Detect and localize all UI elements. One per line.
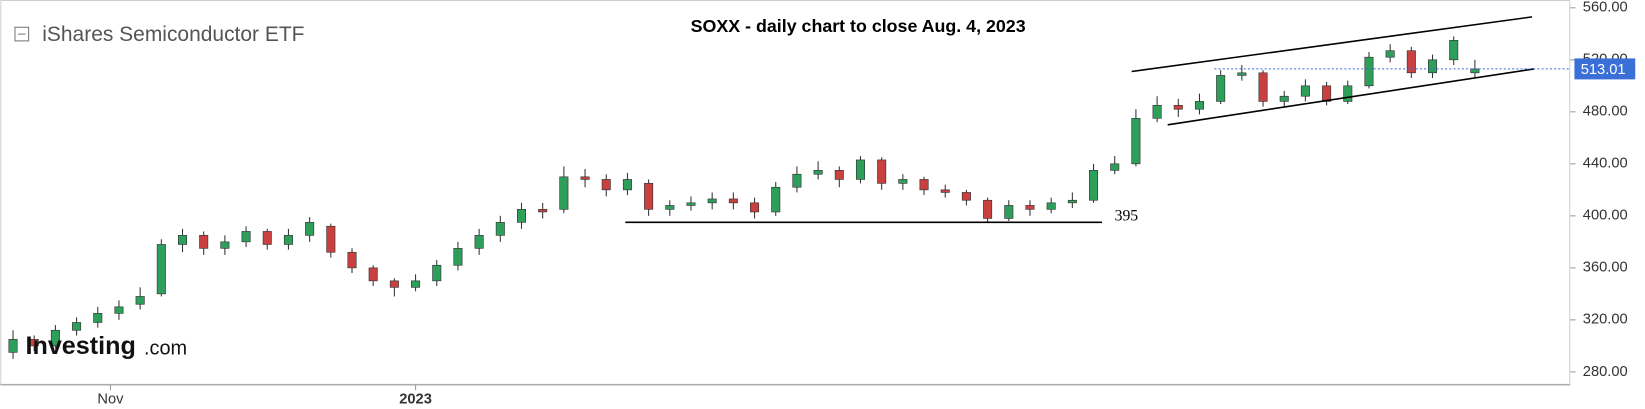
candle-body: [1258, 72, 1268, 102]
candle-body: [665, 205, 675, 210]
y-tick-label: 360.00: [1583, 260, 1628, 276]
candle-body: [940, 189, 950, 193]
candle-body: [72, 322, 82, 331]
candle-body: [305, 222, 315, 236]
candle-body: [686, 202, 696, 206]
candle-body: [1067, 199, 1077, 204]
candle-body: [707, 198, 717, 204]
candle-body: [961, 192, 971, 201]
candle-body: [601, 179, 611, 191]
logo: Investing: [25, 332, 135, 360]
channel-line: [1131, 16, 1533, 73]
candle-body: [813, 170, 823, 175]
candle-body: [474, 235, 484, 249]
candle-body: [1110, 163, 1120, 171]
support-label: 395: [1115, 208, 1139, 225]
candle-body: [1428, 59, 1438, 74]
candle-body: [178, 235, 188, 245]
candle-body: [326, 225, 336, 253]
candle-body: [1004, 205, 1014, 219]
candle-body: [1237, 72, 1247, 76]
candle-body: [262, 231, 272, 245]
chart-title: SOXX - daily chart to close Aug. 4, 2023: [691, 16, 1026, 36]
candle-body: [199, 235, 209, 249]
candle-body: [1194, 101, 1204, 110]
candle-body: [241, 231, 251, 243]
candle-body: [1470, 68, 1480, 74]
candle-body: [389, 280, 399, 288]
candle-body: [156, 244, 166, 295]
x-tick-label: Nov: [97, 391, 124, 407]
candle-body: [29, 339, 39, 347]
candle-body: [8, 339, 18, 353]
candle-body: [368, 267, 378, 282]
candle-body: [1025, 205, 1035, 210]
candle-body: [983, 199, 993, 219]
candle-body: [855, 159, 865, 180]
candle-body: [1322, 85, 1332, 102]
candle-body: [93, 313, 103, 323]
y-tick-label: 560.00: [1583, 0, 1628, 16]
x-tick-label: 2023: [399, 391, 432, 407]
candle-body: [559, 176, 569, 210]
candle-body: [877, 159, 887, 184]
logo-suffix: .com: [144, 337, 187, 359]
annotations: 395 513.01: [625, 16, 1636, 225]
candle-body: [1406, 50, 1416, 74]
candle-body: [135, 296, 145, 305]
candle-body: [728, 198, 738, 204]
candle-body: [1089, 170, 1099, 201]
candle-body: [1046, 202, 1056, 210]
y-tick-label: 280.00: [1583, 364, 1628, 380]
candle-body: [432, 264, 442, 282]
last-price-box: [1574, 58, 1636, 80]
channel-line: [1167, 68, 1535, 126]
candle-body: [898, 179, 908, 184]
candle-body: [411, 280, 421, 288]
candle-body: [1279, 95, 1289, 102]
candle-body: [1131, 118, 1141, 165]
chart-subtitle: iShares Semiconductor ETF: [42, 23, 304, 46]
candle-body: [347, 251, 357, 269]
candle-body: [1300, 85, 1310, 97]
candle-body: [1385, 50, 1395, 58]
candle-body: [1216, 75, 1226, 102]
candle-body: [516, 209, 527, 223]
candle-body: [1173, 105, 1183, 110]
y-tick-label: 320.00: [1583, 312, 1628, 328]
y-tick-label: 400.00: [1583, 208, 1628, 224]
candle-body: [771, 186, 781, 213]
candle-body: [1364, 56, 1374, 87]
candle-body: [834, 170, 844, 180]
collapse-icon[interactable]: [14, 26, 30, 42]
candle-body: [283, 235, 293, 245]
y-tick-label: 480.00: [1583, 104, 1628, 120]
candle-body: [792, 173, 802, 188]
last-price-label: 513.01: [1581, 62, 1626, 78]
candle-body: [50, 329, 60, 347]
candle-body: [453, 248, 463, 266]
candle-body: [538, 209, 548, 213]
candle-body: [919, 179, 929, 191]
candle-body: [220, 241, 230, 249]
candles: [8, 36, 1480, 359]
candle-body: [1343, 85, 1353, 102]
y-tick-label: 440.00: [1583, 156, 1628, 172]
candle-body: [114, 306, 124, 314]
candle-body: [1449, 39, 1459, 61]
candle-body: [495, 222, 505, 236]
candle-body: [750, 202, 760, 213]
candle-body: [1152, 105, 1162, 119]
candle-body: [580, 176, 590, 180]
candle-body: [622, 179, 632, 191]
candle-body: [644, 183, 654, 210]
